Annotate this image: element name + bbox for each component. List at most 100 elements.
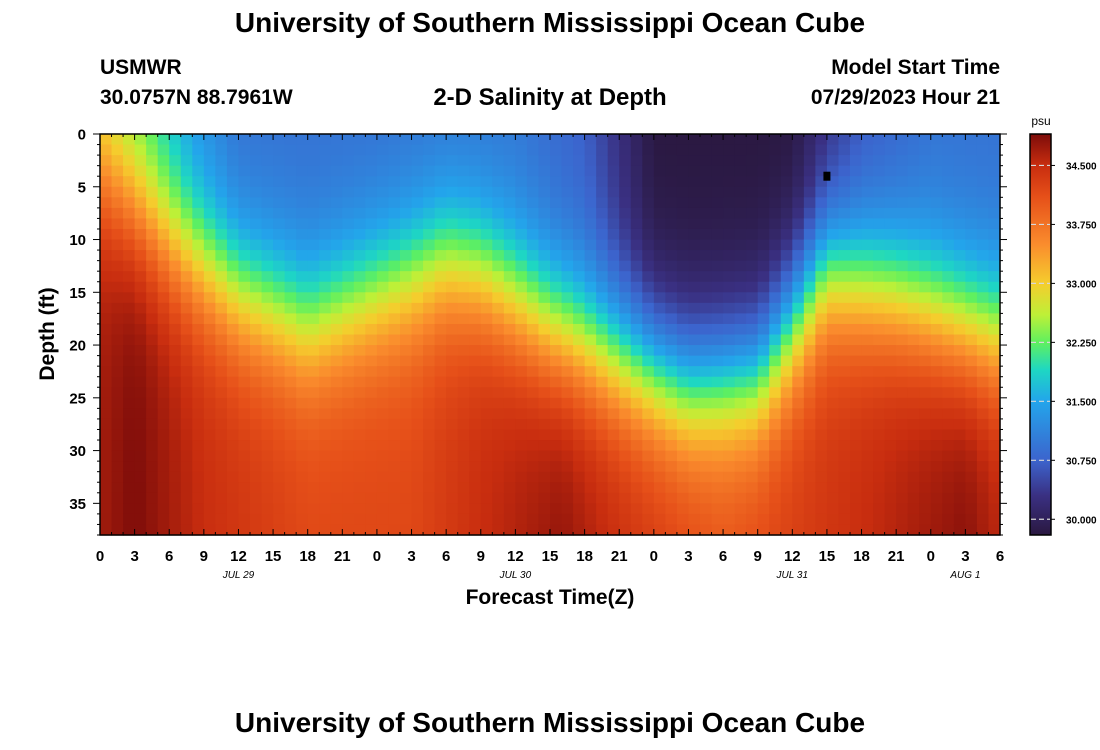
heatmap-cell [492, 397, 505, 409]
heatmap-cell [711, 313, 724, 325]
heatmap-cell [838, 250, 851, 262]
heatmap-cell [746, 492, 759, 504]
heatmap-cell [896, 334, 909, 346]
heatmap-cell [400, 408, 413, 420]
heatmap-cell [376, 271, 390, 283]
heatmap-cell [550, 334, 563, 346]
heatmap-cell [526, 397, 540, 409]
heatmap-cell [930, 429, 943, 441]
heatmap-cell [169, 408, 182, 420]
heatmap-cell [319, 165, 332, 177]
heatmap-cell [446, 186, 459, 198]
heatmap-cell [769, 197, 782, 209]
heatmap-cell [665, 524, 678, 536]
y-tick-label: 20 [69, 338, 86, 355]
heatmap-cell [953, 134, 966, 146]
heatmap-cell [111, 260, 124, 272]
heatmap-cell [157, 355, 170, 367]
heatmap-cell [388, 461, 401, 473]
heatmap-cell [861, 302, 874, 314]
heatmap-cell [965, 418, 978, 431]
heatmap-cell [723, 397, 736, 409]
heatmap-cell [780, 482, 793, 494]
heatmap-cell [607, 186, 620, 198]
heatmap-cell [861, 461, 874, 473]
heatmap-cell [838, 334, 851, 346]
heatmap-cell [480, 524, 493, 536]
heatmap-cell [953, 408, 966, 420]
heatmap-cell [296, 228, 309, 241]
heatmap-cell [330, 345, 343, 357]
heatmap-cell [838, 345, 851, 357]
heatmap-cell [930, 524, 943, 536]
heatmap-cell [100, 218, 113, 230]
heatmap-cell [480, 134, 493, 146]
heatmap-cell [653, 503, 666, 515]
heatmap-cell [134, 271, 147, 283]
heatmap-cell [400, 345, 413, 357]
heatmap-cell [526, 492, 540, 504]
heatmap-cell [526, 260, 540, 272]
heatmap-cell [815, 165, 828, 177]
heatmap-cell [792, 408, 805, 420]
heatmap-cell [526, 345, 540, 357]
heatmap-cell [388, 323, 401, 336]
heatmap-cell [826, 524, 840, 536]
heatmap-cell [284, 334, 297, 346]
heatmap-cell [642, 176, 655, 188]
heatmap-cell [503, 408, 516, 420]
heatmap-cell [861, 165, 874, 177]
heatmap-cell [526, 366, 540, 378]
heatmap-cell [146, 440, 159, 452]
heatmap-cell [988, 239, 1001, 251]
heatmap-cell [192, 334, 205, 346]
heatmap-cell [734, 313, 747, 325]
heatmap-cell [930, 250, 943, 262]
heatmap-cell [411, 271, 424, 283]
heatmap-cell [515, 239, 528, 251]
heatmap-cell [561, 376, 574, 388]
heatmap-cell [584, 165, 597, 177]
heatmap-cell [665, 207, 678, 220]
heatmap-cell [630, 176, 643, 188]
heatmap-cell [884, 144, 897, 156]
heatmap-cell [850, 144, 863, 156]
heatmap-cell [976, 461, 990, 473]
heatmap-cell [826, 334, 840, 346]
heatmap-cell [850, 482, 863, 494]
heatmap-cell [296, 513, 309, 526]
heatmap-cell [250, 503, 263, 515]
heatmap-cell [630, 429, 643, 441]
heatmap-cell [780, 281, 793, 293]
heatmap-cell [665, 345, 678, 357]
heatmap-cell [480, 176, 493, 188]
heatmap-cell [619, 218, 632, 230]
heatmap-cell [423, 134, 436, 146]
heatmap-cell [573, 165, 586, 177]
heatmap-cell [515, 397, 528, 409]
heatmap-cell [550, 197, 563, 209]
heatmap-cell [400, 513, 413, 526]
heatmap-cell [261, 260, 274, 272]
heatmap-cell [942, 471, 955, 483]
heatmap-cell [446, 408, 459, 420]
heatmap-cell [434, 292, 447, 304]
heatmap-cell [676, 313, 690, 325]
heatmap-cell [792, 461, 805, 473]
heatmap-cell [988, 228, 1001, 241]
heatmap-cell [584, 461, 597, 473]
heatmap-cell [411, 176, 424, 188]
heatmap-cell [861, 260, 874, 272]
heatmap-cell [630, 207, 643, 220]
heatmap-cell [434, 408, 447, 420]
heatmap-cell [711, 239, 724, 251]
heatmap-cell [538, 271, 551, 283]
heatmap-cell [250, 345, 263, 357]
heatmap-cell [884, 260, 897, 272]
heatmap-cell [100, 155, 113, 167]
heatmap-cell [907, 418, 920, 431]
x-tick-label: 18 [576, 548, 593, 565]
x-tick-label: 6 [719, 548, 727, 565]
heatmap-cell [907, 334, 920, 346]
heatmap-cell [376, 302, 390, 314]
